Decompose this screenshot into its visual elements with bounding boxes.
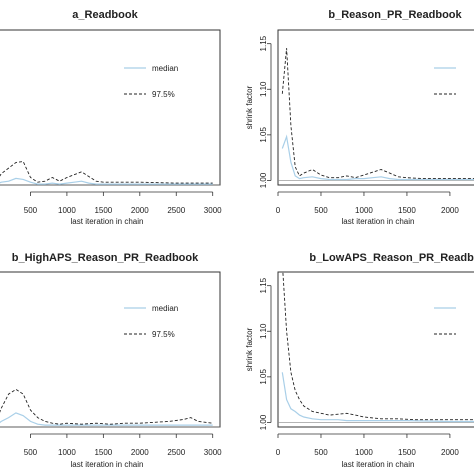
x-tick-label: 500 [314, 206, 328, 215]
x-tick-label: 2000 [441, 448, 459, 457]
y-tick-label: 1.05 [259, 369, 268, 385]
legend: median 97.5% [124, 64, 178, 99]
median-line [0, 177, 213, 185]
quantile-975-line [0, 161, 213, 184]
x-tick-label: 500 [314, 448, 328, 457]
legend [434, 307, 456, 335]
chart-panel-1: a_Readbook 500 1000 1500 2000 2500 3000 last it… [0, 9, 222, 226]
x-tick-label: 1500 [94, 448, 112, 457]
chart-panel-3: b_HighAPS_Reason_PR_Readbook 500 1000 1500 2… [0, 252, 222, 469]
legend-label-975: 97.5% [152, 330, 175, 339]
y-axis-label: shrink factor [245, 85, 254, 129]
x-tick-label: 0 [276, 448, 281, 457]
x-tick-label: 2000 [131, 448, 149, 457]
chart-panel-4: b_LowAPS_Reason_PR_Readbo 0 500 1000 1500 200… [245, 252, 474, 469]
x-tick-label: 1500 [398, 448, 416, 457]
y-tick-label: 1.00 [259, 172, 268, 188]
x-axis-label: last iteration in chain [342, 460, 415, 469]
quantile-975-line [282, 272, 474, 421]
x-tick-label: 3000 [204, 206, 222, 215]
chart-title: a_Readbook [72, 9, 138, 21]
x-tick-label: 500 [24, 206, 38, 215]
x-axis-label: last iteration in chain [342, 217, 415, 226]
quantile-975-line [281, 48, 474, 180]
x-tick-label: 1500 [94, 206, 112, 215]
y-tick-label: 1.10 [259, 323, 268, 339]
y-tick-label: 1.10 [259, 81, 268, 97]
y-tick-label: 1.00 [259, 414, 268, 430]
plot-frame [0, 29, 221, 186]
y-tick-label: 1.15 [259, 35, 268, 51]
plot-frame [277, 271, 474, 428]
y-tick-label: 1.15 [259, 277, 268, 293]
x-axis-label: last iteration in chain [71, 217, 144, 226]
x-tick-label: 3000 [204, 448, 222, 457]
x-tick-label: 1000 [58, 206, 76, 215]
chart-title: b_Reason_PR_Readbook [328, 9, 462, 21]
y-tick-label: 1.05 [259, 127, 268, 143]
legend-label-median: median [152, 304, 178, 313]
plot-frame [277, 29, 474, 186]
quantile-975-line [0, 388, 213, 425]
x-tick-label: 500 [24, 448, 38, 457]
x-tick-label: 2500 [167, 206, 185, 215]
legend: median 97.5% [124, 304, 178, 339]
x-tick-label: 1000 [58, 448, 76, 457]
median-line [0, 412, 213, 426]
x-tick-label: 2500 [167, 448, 185, 457]
x-tick-label: 2000 [131, 206, 149, 215]
x-axis-label: last iteration in chain [71, 460, 144, 469]
x-tick-label: 1000 [355, 448, 373, 457]
median-line [281, 134, 474, 181]
chart-title: b_LowAPS_Reason_PR_Readbo [309, 252, 474, 264]
x-tick-label: 2000 [441, 206, 459, 215]
legend [434, 67, 456, 95]
chart-title: b_HighAPS_Reason_PR_Readbook [12, 252, 199, 264]
y-axis-label: shrink factor [245, 327, 254, 371]
x-tick-label: 0 [276, 206, 281, 215]
chart-panel-2: b_Reason_PR_Readbook 0 500 1000 1500 2000 last… [245, 9, 474, 226]
legend-label-median: median [152, 64, 178, 73]
legend-label-975: 97.5% [152, 90, 175, 99]
plot-frame [0, 271, 221, 428]
median-line [281, 372, 474, 423]
x-tick-label: 1500 [398, 206, 416, 215]
x-tick-label: 1000 [355, 206, 373, 215]
